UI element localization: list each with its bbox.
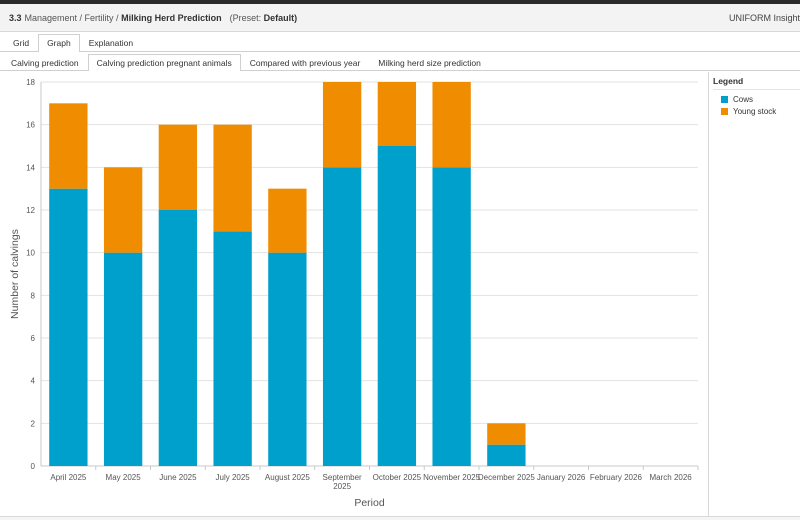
x-tick-label: October 2025 xyxy=(373,473,422,482)
brand-name: UNIFORM Insight xyxy=(728,13,800,23)
x-tick-label: January 2026 xyxy=(537,473,586,482)
bar-cows xyxy=(432,167,471,466)
x-tick-label: May 2025 xyxy=(106,473,142,482)
bar-cows xyxy=(213,231,252,466)
bar-young-stock xyxy=(487,423,526,445)
page-title: Milking Herd Prediction xyxy=(121,12,222,23)
bar-young-stock xyxy=(213,124,252,232)
y-tick-label: 0 xyxy=(31,462,36,471)
calving-bar-chart: 0 2 4 6 8 10 12 14 16 18 April 2025 May 2025 June 20… xyxy=(9,78,699,509)
bar-young-stock xyxy=(322,82,362,168)
legend-swatch-cows xyxy=(721,95,728,103)
legend-title: Legend xyxy=(713,76,800,90)
x-axis-title: Period xyxy=(354,497,385,509)
legend-panel: Legend Cows Young stock xyxy=(708,72,800,520)
preset-value: Default) xyxy=(263,12,298,23)
bar-cows xyxy=(49,188,88,466)
bar-cows xyxy=(487,444,526,466)
x-tick-label: August 2025 xyxy=(265,473,310,482)
bar-young-stock xyxy=(103,167,143,253)
preset-label: (Preset: Default) xyxy=(230,13,298,23)
bar-cows xyxy=(158,210,198,466)
breadcrumb-path[interactable]: Management / Fertility / xyxy=(24,12,119,23)
bar-young-stock xyxy=(158,124,198,210)
bar-young-stock xyxy=(268,188,307,253)
x-tick-label: July 2025 xyxy=(216,473,251,482)
module-number: 3.3 xyxy=(9,12,22,23)
bar-cows xyxy=(268,252,307,466)
top-border xyxy=(0,0,800,4)
legend-item-young-stock[interactable]: Young stock xyxy=(713,105,800,117)
bar-cows xyxy=(377,146,417,466)
y-tick-label: 8 xyxy=(31,291,36,300)
tab-grid[interactable]: Grid xyxy=(13,38,30,48)
tab-calving-prediction-pregnant[interactable]: Calving prediction pregnant animals xyxy=(87,54,241,71)
tab-graph[interactable]: Graph xyxy=(38,34,80,52)
tab-explanation[interactable]: Explanation xyxy=(88,38,134,48)
legend-item-cows[interactable]: Cows xyxy=(713,93,800,105)
chart-tabs: Calving prediction Calving prediction pr… xyxy=(0,54,800,71)
tab-compared-previous-year[interactable]: Compared with previous year xyxy=(249,58,361,68)
x-tick-label: March 2026 xyxy=(650,473,693,482)
y-tick-label: 12 xyxy=(26,206,35,215)
y-tick-label: 4 xyxy=(31,377,36,386)
x-tick-label: April 2025 xyxy=(50,473,87,482)
bar-young-stock xyxy=(49,103,88,189)
y-tick-label: 18 xyxy=(26,78,35,87)
bar-cows xyxy=(322,167,362,466)
chart-area: 0 2 4 6 8 10 12 14 16 18 April 2025 May 2025 June 20… xyxy=(0,72,708,520)
bar-young-stock xyxy=(377,82,417,146)
preset-prefix: (Preset: xyxy=(229,12,262,23)
tab-milking-herd-size[interactable]: Milking herd size prediction xyxy=(378,58,481,68)
legend-label-young-stock: Young stock xyxy=(733,106,777,116)
y-tick-label: 14 xyxy=(26,163,35,172)
x-tick-label: November 2025 xyxy=(423,473,480,482)
tab-calving-prediction[interactable]: Calving prediction xyxy=(11,58,79,68)
bar-young-stock xyxy=(432,82,471,168)
breadcrumb: 3.3 Management / Fertility / Milking Her… xyxy=(0,4,800,32)
view-tabs: Grid Graph Explanation xyxy=(0,34,800,52)
x-tick-label: December 2025 xyxy=(478,473,535,482)
legend-swatch-young-stock xyxy=(721,107,728,115)
y-axis-title: Number of calvings xyxy=(9,229,21,319)
x-tick-label: June 2025 xyxy=(159,473,197,482)
x-tick-label: February 2026 xyxy=(590,473,643,482)
bottom-bar xyxy=(0,516,800,520)
y-tick-label: 2 xyxy=(31,419,36,428)
bar-cows xyxy=(103,252,143,466)
y-tick-label: 16 xyxy=(26,121,35,130)
legend-label-cows: Cows xyxy=(733,94,754,104)
y-tick-label: 6 xyxy=(31,334,36,343)
y-tick-label: 10 xyxy=(26,249,35,258)
x-tick-label: September 2025 xyxy=(323,473,362,491)
